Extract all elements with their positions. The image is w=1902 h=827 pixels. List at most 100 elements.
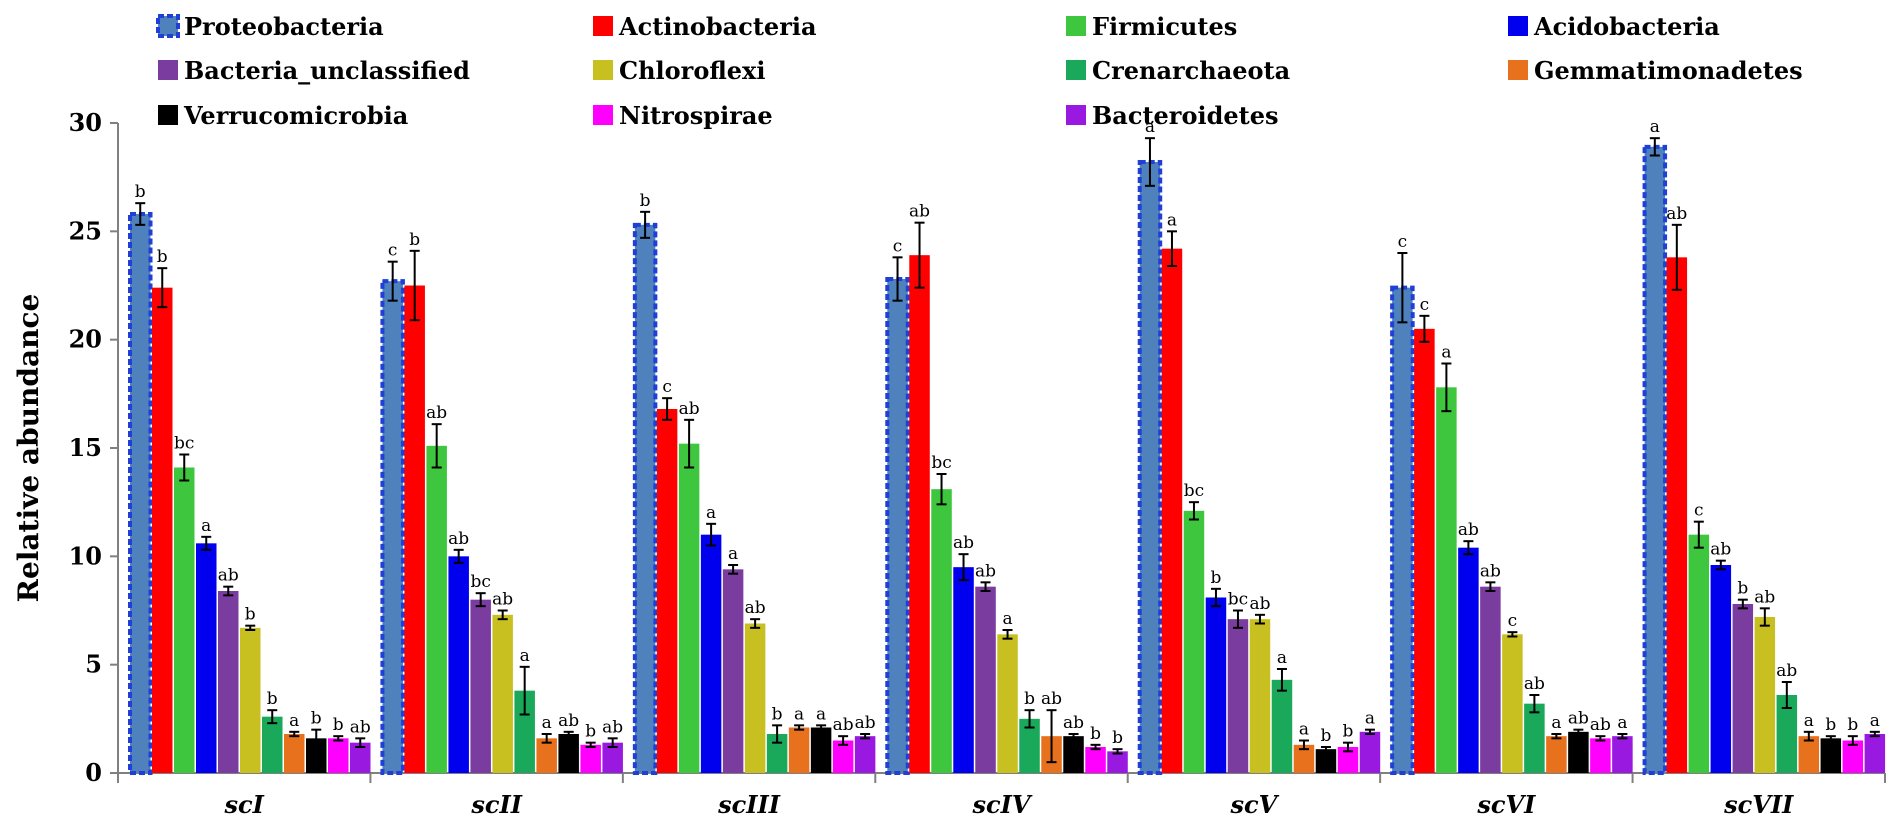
bar-actinobacteria-scI: [152, 287, 173, 773]
y-tick-label: 10: [69, 541, 102, 570]
bar-acidobacteria-scI: [196, 543, 217, 773]
significance-letter: ab: [909, 202, 930, 222]
bar-bacteroidetes-scV: [1359, 731, 1381, 773]
significance-letter: c: [1508, 611, 1518, 631]
bar-proteobacteria-scIII: [632, 222, 658, 776]
significance-letter: c: [1420, 295, 1430, 315]
bar-chloroflexi-scIII: [744, 623, 766, 773]
bar-bacteroidetes-scVII: [1864, 734, 1886, 773]
legend-swatch-chloroflexi: [593, 60, 613, 80]
bar-actinobacteria-scVII: [1666, 257, 1688, 773]
legend-label: Crenarchaeota: [1092, 56, 1290, 85]
bar-chloroflexi-scVI: [1502, 634, 1523, 773]
significance-letter: ab: [1524, 674, 1545, 694]
bar-actinobacteria-scIV: [909, 255, 930, 773]
bar-bacteria-unclassified-scVII: [1732, 604, 1754, 773]
bar-gemmatimonadetes-scV: [1293, 744, 1315, 773]
bar-chloroflexi-scII: [492, 614, 513, 773]
bar-firmicutes-scIV: [931, 489, 952, 773]
legend-swatch-bacteroidetes: [1066, 105, 1086, 125]
legend-swatch-gemmatimonadetes: [1508, 60, 1528, 80]
significance-letter: b: [409, 230, 420, 250]
significance-letter: ab: [1041, 689, 1062, 709]
bar-gemmatimonadetes-scII: [536, 738, 557, 773]
significance-letter: b: [1343, 722, 1354, 742]
bar-acidobacteria-scIII: [700, 534, 722, 773]
bar-verrucomicrobia-scIV: [1063, 736, 1084, 773]
significance-letter: a: [1299, 720, 1309, 740]
significance-letter: ab: [558, 711, 579, 731]
bar-crenarchaeota-scII: [514, 690, 535, 773]
bar-acidobacteria-scVII: [1710, 565, 1732, 773]
significance-letter: b: [1321, 726, 1332, 746]
significance-letter: ab: [1710, 540, 1731, 560]
bar-nitrospirae-scIII: [832, 740, 854, 773]
significance-letter: ab: [1666, 204, 1687, 224]
legend: Proteobacteria Actinobacteria Firmicutes Ac…: [156, 12, 1803, 130]
y-tick-label: 15: [69, 433, 102, 462]
bar-bacteria-unclassified-scIII: [722, 569, 744, 773]
significance-letter: c: [1694, 501, 1704, 521]
bar-gemmatimonadetes-scVI: [1546, 736, 1567, 773]
bar-chloroflexi-scIV: [997, 634, 1018, 773]
bar-firmicutes-scII: [426, 445, 447, 773]
x-category-label: scIV: [972, 790, 1033, 819]
significance-letter: a: [1167, 210, 1177, 230]
legend-label: Bacteroidetes: [1092, 101, 1279, 130]
bar-verrucomicrobia-scI: [306, 738, 327, 773]
bar-nitrospirae-scVII: [1842, 740, 1864, 773]
bar-actinobacteria-scIII: [656, 409, 678, 773]
bar-firmicutes-scIII: [678, 443, 700, 773]
significance-letter: ab: [492, 590, 513, 610]
significance-letter: a: [816, 704, 826, 724]
significance-letter: ab: [1568, 709, 1589, 729]
significance-letter: b: [245, 605, 256, 625]
significance-letter: a: [1145, 117, 1155, 137]
legend-swatch-bacteria-unclassified: [158, 60, 178, 80]
bar-proteobacteria-scVII: [1642, 144, 1668, 776]
bar-crenarchaeota-scVI: [1524, 703, 1545, 773]
y-axis-title: Relative abundance: [12, 294, 45, 603]
bar-acidobacteria-scVI: [1458, 547, 1479, 773]
significance-letter: c: [893, 236, 903, 256]
bar-proteobacteria-scIV: [885, 277, 910, 775]
bar-crenarchaeota-scV: [1271, 679, 1293, 773]
significance-letter: ab: [602, 717, 623, 737]
bar-firmicutes-scVI: [1436, 387, 1457, 773]
bar-bacteroidetes-scIV: [1107, 751, 1128, 773]
legend-label: Firmicutes: [1092, 12, 1237, 41]
x-category-label: scVII: [1723, 790, 1794, 819]
bar-verrucomicrobia-scVII: [1820, 738, 1842, 773]
bar-bacteria-unclassified-scII: [470, 599, 491, 773]
bar-actinobacteria-scVI: [1414, 328, 1435, 773]
significance-letter: a: [1650, 117, 1660, 137]
significance-letter: ab: [833, 715, 854, 735]
bar-nitrospirae-scI: [328, 738, 349, 773]
significance-letter: a: [1617, 713, 1627, 733]
significance-letter: a: [1365, 709, 1375, 729]
bar-bacteria-unclassified-scI: [218, 591, 239, 773]
significance-letter: ab: [1754, 587, 1775, 607]
significance-letter: b: [585, 722, 596, 742]
significance-letter: a: [289, 711, 299, 731]
significance-letter: ab: [953, 533, 974, 553]
significance-letter: ab: [975, 561, 996, 581]
x-category-label: scII: [470, 790, 522, 819]
significance-letter: b: [772, 704, 783, 724]
significance-letter: ab: [1458, 520, 1479, 540]
bar-chloroflexi-scVII: [1754, 617, 1776, 773]
significance-letter: a: [1441, 343, 1451, 363]
bar-proteobacteria-scVI: [1390, 285, 1415, 775]
significance-letter: a: [1002, 609, 1012, 629]
y-ticks: 0 5 10 15 20 25 30: [69, 108, 118, 787]
significance-letter: bc: [470, 572, 490, 592]
significance-letter: a: [1277, 648, 1287, 668]
significance-letter: ab: [350, 717, 371, 737]
bar-proteobacteria-scII: [380, 279, 405, 775]
significance-letter: ab: [426, 403, 447, 423]
bar-gemmatimonadetes-scIII: [788, 727, 810, 773]
significance-letter: bc: [1184, 481, 1204, 501]
bar-proteobacteria-scI: [128, 212, 153, 775]
